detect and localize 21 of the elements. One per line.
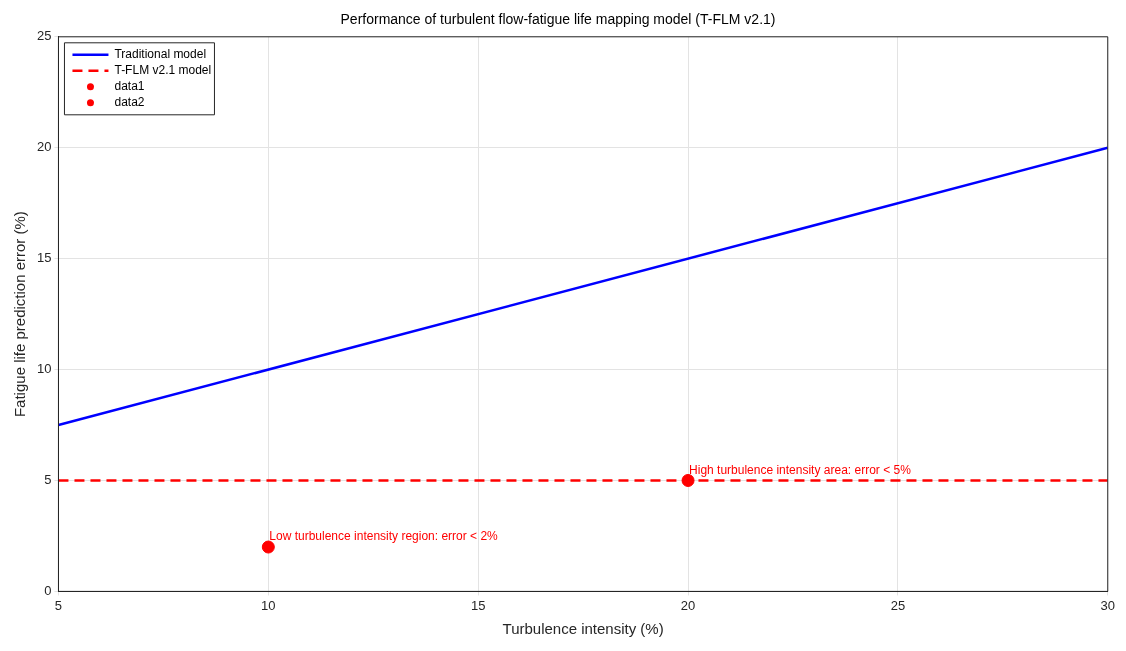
x-tick-label: 25 xyxy=(890,597,906,613)
chart-title: Performance of turbulent flow-fatigue life mapping model (T-FLM v2.1) xyxy=(340,11,776,28)
y-tick-label: 20 xyxy=(36,139,52,155)
y-tick-label: 10 xyxy=(36,361,52,377)
x-tick-label: 10 xyxy=(261,597,276,613)
legend-label: data2 xyxy=(114,95,145,110)
x-tick-label: 15 xyxy=(470,597,486,613)
y-axis-title: Fatigue life prediction error (%) xyxy=(11,211,29,418)
x-tick-label: 5 xyxy=(54,597,63,613)
x-tick-label: 20 xyxy=(680,597,696,613)
y-tick-label: 0 xyxy=(44,582,52,598)
annotation: Low turbulence intensity region: error < 2% xyxy=(269,529,499,544)
y-tick-label: 15 xyxy=(36,250,52,266)
y-tick-label: 25 xyxy=(36,28,52,44)
legend-label: T-FLM v2.1 model xyxy=(114,63,212,78)
legend-label: Traditional model xyxy=(114,47,207,62)
y-tick-label: 5 xyxy=(44,472,52,488)
x-tick-label: 30 xyxy=(1100,597,1115,613)
annotation: High turbulence intensity area: error < 5% xyxy=(689,462,912,477)
legend-label: data1 xyxy=(114,79,145,94)
x-axis-title: Turbulence intensity (%) xyxy=(502,620,664,638)
